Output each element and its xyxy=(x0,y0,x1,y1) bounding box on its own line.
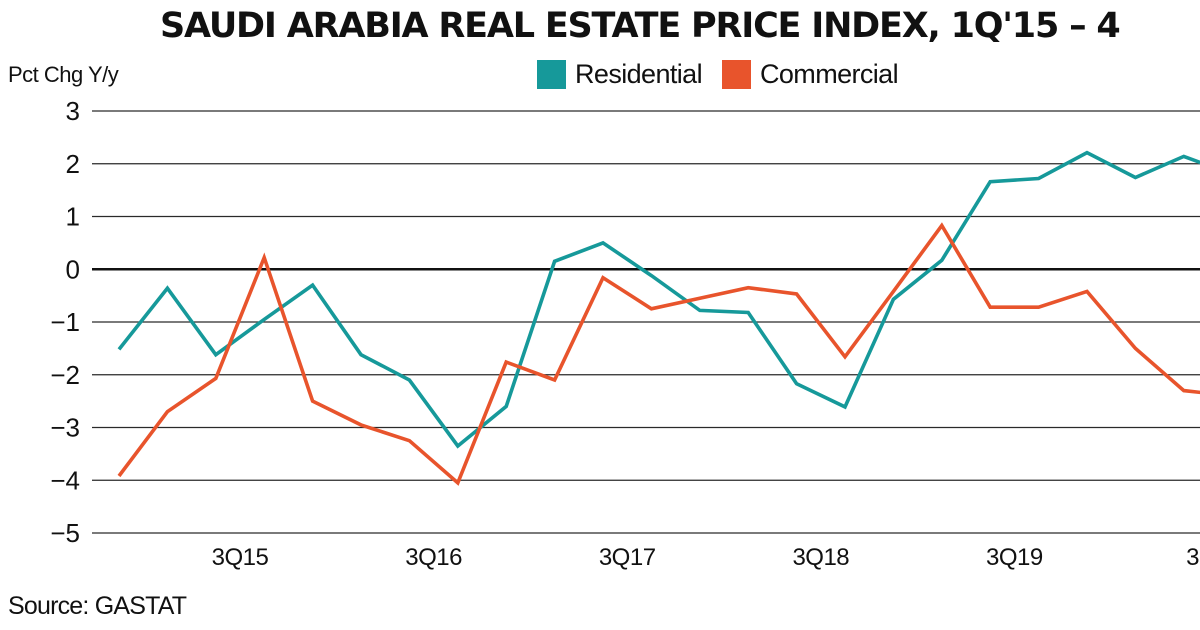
series-line-residential xyxy=(117,150,1200,449)
gridlines xyxy=(92,110,1200,534)
series-lines xyxy=(117,150,1200,486)
y-tick-label: −2 xyxy=(50,360,80,390)
y-tick-label: 3 xyxy=(66,96,80,126)
y-tick-label: 1 xyxy=(66,202,80,232)
legend-swatch-residential xyxy=(537,60,566,89)
y-tick-label: −1 xyxy=(50,307,80,337)
x-tick-label: 3Q2 xyxy=(1186,544,1200,571)
legend-label-commercial: Commercial xyxy=(759,59,899,89)
legend-item-commercial: Commercial xyxy=(721,59,899,90)
x-axis-tick-labels: 3Q15 3Q16 3Q17 3Q18 3Q19 3Q2 xyxy=(212,544,1200,571)
source-note: Source: GASTAT xyxy=(8,592,187,620)
x-tick-label: 3Q17 xyxy=(599,544,656,571)
x-tick-label: 3Q16 xyxy=(405,544,462,571)
chart-title: SAUDI ARABIA REAL ESTATE PRICE INDEX, 1Q… xyxy=(160,6,1121,46)
x-tick-label: 3Q18 xyxy=(792,544,849,571)
series-line-commercial xyxy=(117,222,1200,486)
y-tick-label: 2 xyxy=(66,149,80,179)
y-tick-label: −3 xyxy=(50,413,80,443)
legend-label-residential: Residential xyxy=(575,59,703,89)
y-axis-tick-labels: 3 2 1 0 −1 −2 −3 −4 −5 xyxy=(50,96,80,548)
y-tick-label: 0 xyxy=(66,254,80,284)
legend: Residential Commercial xyxy=(537,59,918,90)
x-tick-label: 3Q19 xyxy=(986,544,1043,571)
y-tick-label: −4 xyxy=(50,465,80,495)
legend-item-residential: Residential xyxy=(537,59,703,90)
y-tick-label: −5 xyxy=(50,518,80,548)
y-axis-label: Pct Chg Y/y xyxy=(8,62,119,87)
legend-swatch-commercial xyxy=(721,60,751,89)
x-tick-label: 3Q15 xyxy=(212,544,269,571)
